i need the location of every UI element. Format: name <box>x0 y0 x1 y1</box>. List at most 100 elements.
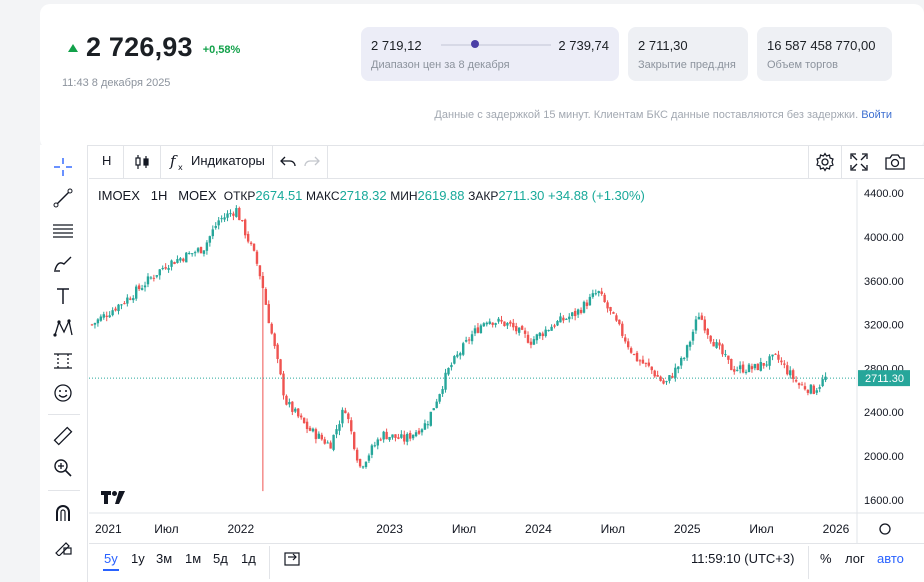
emoji-icon[interactable] <box>52 382 74 404</box>
candle-body <box>394 434 397 438</box>
candle-body <box>806 389 810 393</box>
price-chart[interactable]: 4400.004000.003600.003200.002800.002400.… <box>89 180 924 543</box>
candle-body <box>199 246 203 254</box>
candle-body <box>556 320 559 326</box>
candle-body <box>276 344 279 360</box>
candle-body <box>794 380 798 382</box>
range-3m[interactable]: 3м <box>156 551 173 566</box>
candle-body <box>376 439 379 446</box>
candle-body <box>338 424 341 431</box>
horizontal-lines-icon[interactable] <box>52 220 74 242</box>
candle-body <box>541 333 544 337</box>
magnet-icon[interactable] <box>52 502 74 524</box>
candle-body <box>777 354 780 360</box>
candle-body <box>736 369 739 371</box>
candles-icon[interactable] <box>133 153 151 176</box>
candle-body <box>706 328 709 335</box>
candle-body <box>700 315 704 320</box>
last-price-label: 2711.30 <box>865 373 904 385</box>
candle-body <box>202 250 206 254</box>
undo-icon[interactable] <box>280 155 296 174</box>
lock-drawing-icon[interactable] <box>52 535 74 557</box>
crosshair-icon[interactable] <box>52 156 74 178</box>
range-1y[interactable]: 1y <box>131 551 145 566</box>
forecast-icon[interactable] <box>52 350 74 372</box>
x-tick-label: 2023 <box>376 522 403 536</box>
redo-icon[interactable] <box>304 155 320 174</box>
candle-body <box>358 459 362 467</box>
candle-body <box>476 327 480 333</box>
candle-body <box>332 434 335 450</box>
candle-body <box>697 316 701 320</box>
ruler-icon[interactable] <box>52 425 74 447</box>
text-tool-icon[interactable] <box>52 285 74 307</box>
candle-body <box>582 301 586 313</box>
interval-button[interactable]: H <box>102 153 112 168</box>
candle-body <box>414 432 418 437</box>
brush-icon[interactable] <box>52 253 74 275</box>
candle-body <box>223 217 226 220</box>
candle-body <box>226 213 229 218</box>
legend-low: 2619.88 <box>417 188 465 203</box>
y-tick-label: 3600.00 <box>864 276 904 288</box>
range-low: 2 719,12 <box>371 38 422 53</box>
candle-body <box>329 442 332 449</box>
candle-body <box>494 323 497 325</box>
legend-open: 2674.51 <box>255 188 303 203</box>
candle-body <box>812 385 815 394</box>
volume-box: 16 587 458 770,00 Объем торгов <box>757 27 892 81</box>
candle-body <box>671 375 674 378</box>
candle-body <box>647 362 651 366</box>
candle-body <box>261 276 265 289</box>
candle-body <box>624 337 627 342</box>
candle-body <box>747 364 751 373</box>
candle-body <box>786 365 789 375</box>
auto-toggle[interactable]: авто <box>877 551 904 566</box>
range-1d[interactable]: 1д <box>241 551 256 566</box>
x-tick-label: 2025 <box>674 522 701 536</box>
candle-body <box>727 355 730 360</box>
range-5d[interactable]: 5д <box>213 551 228 566</box>
range-1m[interactable]: 1м <box>185 551 202 566</box>
settings-gear-icon[interactable] <box>815 152 835 177</box>
fullscreen-icon[interactable] <box>850 153 868 176</box>
trend-line-icon[interactable] <box>52 187 74 209</box>
zoom-in-icon[interactable] <box>52 457 74 479</box>
candle-body <box>523 330 527 334</box>
active-range-underline <box>103 569 119 571</box>
camera-icon[interactable] <box>884 153 906 176</box>
tradingview-logo-icon <box>100 489 126 505</box>
pattern-icon[interactable] <box>52 317 74 339</box>
candle-body <box>662 380 665 384</box>
candle-body <box>559 316 562 323</box>
candle-body <box>544 329 547 337</box>
range-5y[interactable]: 5y <box>104 551 118 566</box>
candle-body <box>196 248 200 252</box>
candle-body <box>188 253 191 255</box>
indicators-button[interactable]: Индикаторы <box>191 153 265 168</box>
candle-body <box>146 276 150 285</box>
login-link[interactable]: Войти <box>861 109 892 121</box>
candle-body <box>562 317 565 321</box>
candle-body <box>588 296 592 306</box>
candle-body <box>370 445 374 455</box>
candle-body <box>665 381 668 383</box>
candle-body <box>220 218 223 220</box>
candle-body <box>373 445 377 447</box>
price-change: +0,58% <box>202 43 241 56</box>
candle-body <box>626 341 630 348</box>
candle-body <box>715 342 718 348</box>
legend-high: 2718.32 <box>339 188 387 203</box>
candle-body <box>429 411 433 426</box>
candle-body <box>571 312 574 317</box>
percent-toggle[interactable]: % <box>820 551 832 566</box>
candle-body <box>447 367 450 375</box>
log-toggle[interactable]: лог <box>845 551 865 566</box>
candle-body <box>738 365 742 370</box>
candle-body <box>185 252 188 263</box>
candle-body <box>797 383 801 386</box>
candle-body <box>529 341 533 345</box>
candle-body <box>765 364 768 366</box>
compare-range-icon[interactable] <box>283 551 301 572</box>
